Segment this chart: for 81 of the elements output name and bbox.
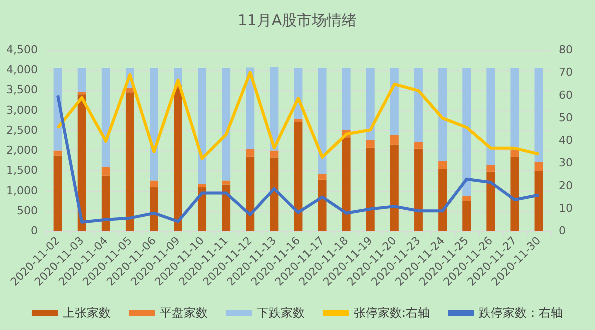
bar — [390, 68, 399, 136]
bar — [510, 68, 520, 150]
y-tick-label: 2,500 — [6, 124, 38, 137]
y-tick-label: 2,000 — [6, 144, 38, 158]
bar — [534, 162, 544, 172]
bar — [222, 180, 231, 185]
chart-title: 11月A股市场情绪 — [238, 12, 358, 30]
bar — [462, 68, 472, 196]
bar — [270, 158, 279, 231]
bar — [366, 68, 375, 140]
y-tick-label: 4,500 — [6, 44, 38, 56]
bar — [54, 150, 62, 156]
bar — [78, 68, 86, 92]
bar — [198, 68, 207, 184]
y-tick-label: 3,500 — [6, 84, 38, 97]
y-tick-label: 0 — [31, 224, 38, 238]
bar — [510, 150, 520, 157]
bar — [222, 68, 231, 181]
bar — [510, 156, 520, 231]
bar — [246, 156, 255, 231]
legend-label: 平盘家数 — [160, 306, 208, 320]
bar — [342, 138, 351, 231]
bar — [222, 184, 231, 231]
y-tick-label: 1,000 — [6, 184, 38, 198]
bar — [438, 161, 447, 170]
bar — [390, 144, 399, 231]
bar — [78, 92, 86, 95]
bar — [486, 68, 496, 166]
legend-label: 跌停家数：右轴 — [479, 306, 564, 320]
bar — [462, 201, 472, 231]
bar — [414, 142, 423, 149]
bar — [270, 67, 279, 151]
line-series — [56, 71, 540, 160]
bar — [318, 180, 327, 231]
bar — [270, 150, 279, 158]
y-tick-label: 3,000 — [6, 104, 38, 117]
bar — [438, 169, 447, 231]
bar — [462, 196, 472, 202]
bar — [342, 68, 351, 130]
y2-tick-label: 0 — [559, 224, 566, 238]
bar — [390, 135, 399, 145]
y2-tick-label: 30 — [559, 156, 573, 170]
bar — [318, 174, 327, 180]
bar — [294, 118, 303, 122]
y2-tick-label: 40 — [559, 134, 573, 147]
bar — [534, 171, 544, 231]
y-tick-label: 500 — [17, 204, 38, 218]
y-tick-label: 4,000 — [6, 64, 38, 77]
bar — [414, 68, 423, 142]
bar — [126, 92, 134, 231]
line-series — [56, 94, 540, 224]
bar — [438, 68, 447, 162]
y2-tick-label: 80 — [559, 44, 573, 56]
bar — [318, 68, 327, 174]
y2-tick-label: 50 — [559, 111, 573, 124]
bar — [246, 149, 255, 157]
bar — [102, 176, 110, 231]
bar — [150, 180, 158, 188]
bar — [102, 167, 110, 176]
bar — [366, 148, 375, 231]
bar — [414, 148, 423, 231]
bar — [486, 165, 496, 172]
bar — [174, 88, 182, 231]
y2-tick-label: 20 — [559, 179, 573, 192]
bar — [486, 172, 496, 231]
bar — [150, 188, 158, 231]
legend-label: 张停家数:右轴 — [354, 306, 430, 320]
bar — [54, 156, 62, 231]
bar — [102, 68, 110, 168]
y2-tick-label: 70 — [559, 66, 573, 80]
y2-tick-label: 60 — [559, 88, 573, 102]
bar — [534, 68, 544, 162]
bar — [198, 188, 207, 231]
y2-tick-label: 10 — [559, 202, 573, 215]
legend-label: 上张家数 — [62, 306, 111, 320]
bar — [366, 140, 375, 148]
bar — [150, 68, 158, 181]
bar — [198, 184, 207, 188]
y-tick-label: 1,500 — [6, 164, 38, 178]
bar — [294, 122, 303, 231]
legend-label: 下跌家数 — [256, 306, 305, 320]
